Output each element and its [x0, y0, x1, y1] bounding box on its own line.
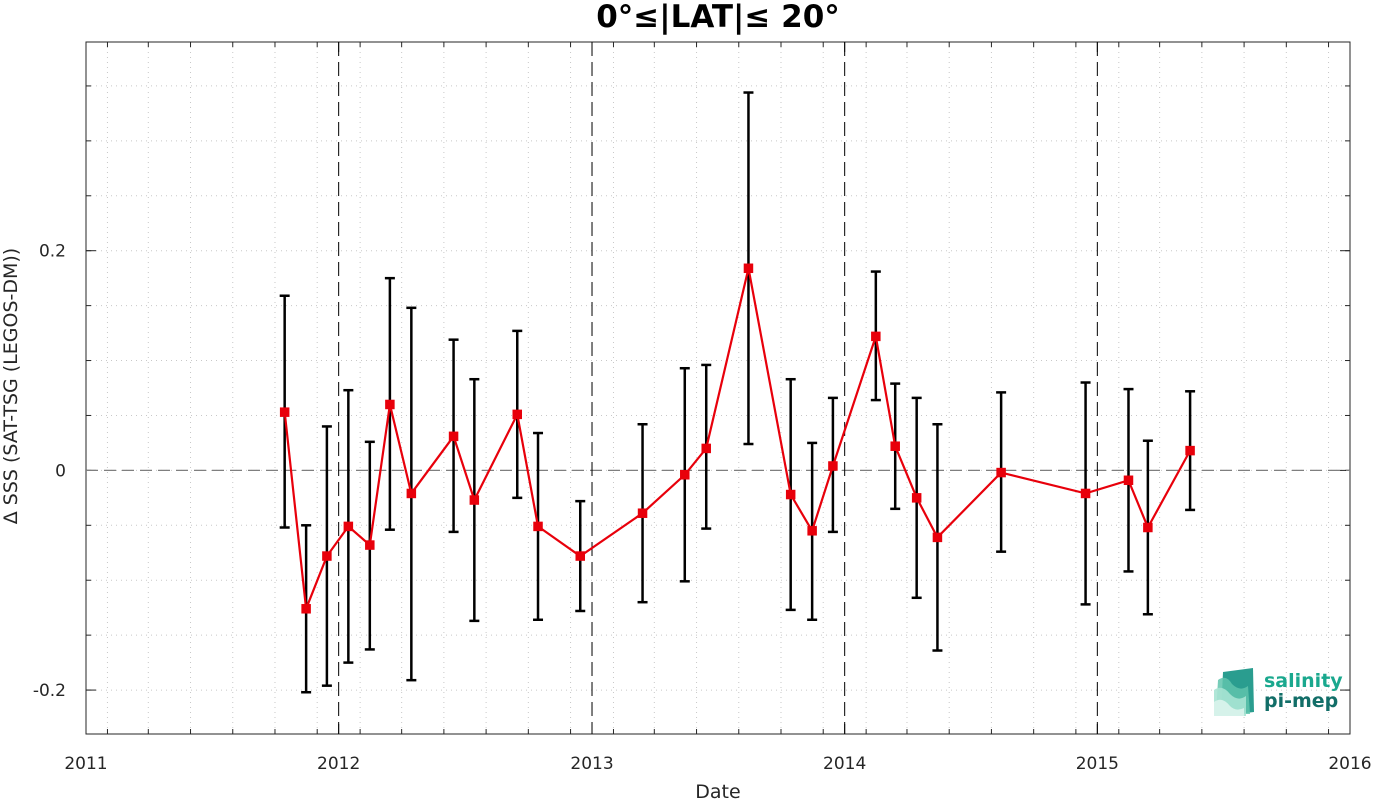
series-line — [283, 268, 1192, 610]
data-point-marker — [1123, 475, 1134, 486]
data-point-marker — [996, 467, 1006, 478]
data-point-marker — [743, 263, 754, 274]
x-axis-label: Date — [695, 781, 740, 801]
data-point-marker — [785, 489, 796, 500]
logo-line2: pi-mep — [1264, 690, 1338, 712]
x-tick-label: 2011 — [64, 754, 107, 774]
data-point-marker — [322, 551, 332, 561]
series-markers — [279, 263, 1195, 614]
grid — [86, 42, 1350, 734]
tick-labels: 2011 2012 2013 2014 2015 2016 -0.2 0 0.2 — [33, 242, 1372, 774]
x-tick-label: 2013 — [570, 754, 613, 774]
data-point-marker — [807, 526, 817, 536]
data-point-marker — [469, 495, 480, 505]
reference-lines — [86, 42, 1350, 734]
x-tick-label: 2016 — [1328, 754, 1371, 774]
data-point-marker — [932, 532, 943, 543]
data-point-marker — [365, 540, 375, 550]
data-point-marker — [680, 470, 690, 480]
data-point-marker — [911, 493, 922, 503]
logo-wave-icon — [1214, 668, 1254, 716]
plot-frame — [85, 41, 1351, 735]
data-point-marker — [301, 604, 311, 614]
y-tick-label: 0.2 — [39, 242, 66, 262]
data-point-marker — [637, 508, 648, 518]
data-point-marker — [448, 431, 459, 442]
data-point-marker — [279, 407, 290, 417]
x-tick-label: 2012 — [317, 754, 360, 774]
chart-title: 0°≤|LAT|≤ 20° — [596, 0, 840, 35]
data-point-marker — [828, 461, 838, 471]
logo-line1: salinity — [1264, 670, 1343, 692]
salinity-pi-mep-logo: salinity pi-mep — [1214, 668, 1343, 716]
data-point-marker — [1143, 522, 1153, 533]
y-tick-label: 0 — [55, 461, 66, 481]
data-point-marker — [512, 409, 523, 420]
data-point-marker — [1185, 445, 1195, 456]
data-point-marker — [701, 443, 711, 454]
data-point-marker — [385, 399, 395, 410]
y-axis-label: Δ SSS (SAT-TSG (LEGOS-DM)) — [0, 248, 22, 524]
data-point-marker — [533, 521, 543, 532]
x-tick-label: 2015 — [1076, 754, 1119, 774]
series-line-path — [283, 268, 1192, 610]
data-point-marker — [575, 551, 585, 561]
data-point-marker — [890, 441, 900, 451]
data-point-marker — [406, 488, 417, 499]
y-tick-label: -0.2 — [33, 681, 66, 701]
data-point-marker — [1080, 488, 1091, 499]
data-point-marker — [343, 521, 354, 532]
x-tick-label: 2014 — [823, 754, 866, 774]
data-point-marker — [871, 331, 881, 342]
